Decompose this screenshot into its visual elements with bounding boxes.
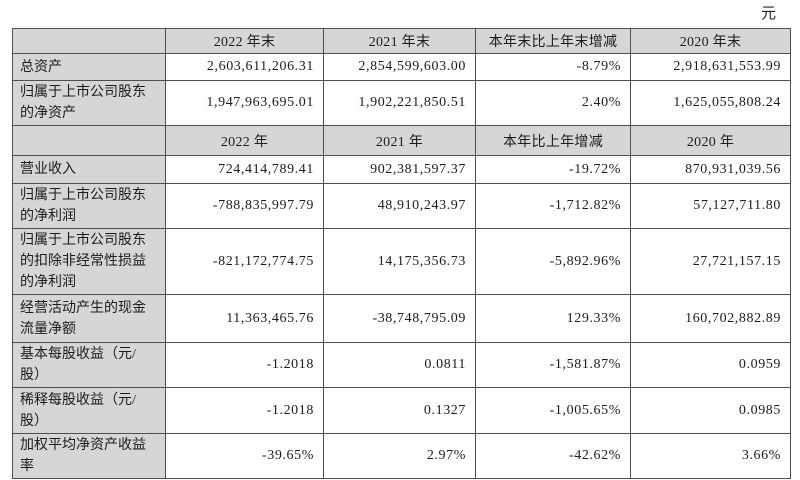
table-row-net-assets: 归属于上市公司股东的净资产 1,947,963,695.01 1,902,221… <box>12 80 791 126</box>
value-cell: 2.97% <box>323 433 476 479</box>
value-cell: 27,721,157.15 <box>630 228 791 295</box>
value-cell: 1,902,221,850.51 <box>323 80 476 126</box>
header-row-full-year: 2022 年 2021 年 本年比上年增减 2020 年 <box>12 125 791 156</box>
row-label: 归属于上市公司股东的净利润 <box>12 183 166 229</box>
table-row-basic-eps: 基本每股收益（元/股） -1.2018 0.0811 -1,581.87% 0.… <box>12 342 791 388</box>
value-cell: -1,005.65% <box>475 387 631 434</box>
table-row-operating-revenue: 营业收入 724,414,789.41 902,381,597.37 -19.7… <box>12 155 791 184</box>
value-cell: 129.33% <box>475 294 631 343</box>
value-cell: 2,603,611,206.31 <box>165 53 324 81</box>
column-header-yoy-change: 本年比上年增减 <box>475 125 631 156</box>
value-cell: 2,854,599,603.00 <box>323 53 476 81</box>
value-cell: 0.0811 <box>323 342 476 388</box>
financial-table: 2022 年末 2021 年末 本年末比上年末增减 2020 年末 总资产 2,… <box>12 28 791 479</box>
column-header-yoy-year-end-change: 本年末比上年末增减 <box>475 28 631 54</box>
column-header-2021: 2021 年 <box>323 125 476 156</box>
row-label: 基本每股收益（元/股） <box>12 342 166 388</box>
row-label: 加权平均净资产收益率 <box>12 433 166 479</box>
row-label: 总资产 <box>12 53 166 81</box>
value-cell: -821,172,774.75 <box>165 228 324 295</box>
row-label: 经营活动产生的现金流量净额 <box>12 294 166 343</box>
value-cell: 0.0959 <box>630 342 791 388</box>
value-cell: 870,931,039.56 <box>630 155 791 184</box>
value-cell: -42.62% <box>475 433 631 479</box>
column-header-2020-year-end: 2020 年末 <box>630 28 791 54</box>
value-cell: -1.2018 <box>165 342 324 388</box>
row-label: 归属于上市公司股东的扣除非经常性损益的净利润 <box>12 228 166 295</box>
row-label: 营业收入 <box>12 155 166 184</box>
value-cell: 3.66% <box>630 433 791 479</box>
value-cell: 1,947,963,695.01 <box>165 80 324 126</box>
value-cell: -1.2018 <box>165 387 324 434</box>
value-cell: 0.0985 <box>630 387 791 434</box>
value-cell: -1,581.87% <box>475 342 631 388</box>
value-cell: -38,748,795.09 <box>323 294 476 343</box>
value-cell: 2.40% <box>475 80 631 126</box>
value-cell: 0.1327 <box>323 387 476 434</box>
row-label: 归属于上市公司股东的净资产 <box>12 80 166 126</box>
value-cell: 2,918,631,553.99 <box>630 53 791 81</box>
table-row-weighted-avg-roe: 加权平均净资产收益率 -39.65% 2.97% -42.62% 3.66% <box>12 433 791 479</box>
value-cell: 11,363,465.76 <box>165 294 324 343</box>
table-row-net-profit: 归属于上市公司股东的净利润 -788,835,997.79 48,910,243… <box>12 183 791 229</box>
column-header-blank <box>12 28 166 54</box>
column-header-2021-year-end: 2021 年末 <box>323 28 476 54</box>
value-cell: 902,381,597.37 <box>323 155 476 184</box>
value-cell: -19.72% <box>475 155 631 184</box>
value-cell: -8.79% <box>475 53 631 81</box>
column-header-2022-year-end: 2022 年末 <box>165 28 324 54</box>
column-header-blank <box>12 125 166 156</box>
value-cell: 57,127,711.80 <box>630 183 791 229</box>
header-row-year-end: 2022 年末 2021 年末 本年末比上年末增减 2020 年末 <box>12 28 791 54</box>
value-cell: -5,892.96% <box>475 228 631 295</box>
value-cell: -39.65% <box>165 433 324 479</box>
row-label: 稀释每股收益（元/股） <box>12 387 166 434</box>
column-header-2022: 2022 年 <box>165 125 324 156</box>
column-header-2020: 2020 年 <box>630 125 791 156</box>
value-cell: 160,702,882.89 <box>630 294 791 343</box>
currency-unit-label: 元 <box>760 6 776 22</box>
value-cell: 724,414,789.41 <box>165 155 324 184</box>
value-cell: 14,175,356.73 <box>323 228 476 295</box>
value-cell: 48,910,243.97 <box>323 183 476 229</box>
table-row-net-profit-excl-nonrecurring: 归属于上市公司股东的扣除非经常性损益的净利润 -821,172,774.75 1… <box>12 228 791 295</box>
value-cell: -1,712.82% <box>475 183 631 229</box>
table-row-total-assets: 总资产 2,603,611,206.31 2,854,599,603.00 -8… <box>12 53 791 81</box>
value-cell: 1,625,055,808.24 <box>630 80 791 126</box>
table-row-diluted-eps: 稀释每股收益（元/股） -1.2018 0.1327 -1,005.65% 0.… <box>12 387 791 434</box>
table-row-operating-cash-flow: 经营活动产生的现金流量净额 11,363,465.76 -38,748,795.… <box>12 294 791 343</box>
value-cell: -788,835,997.79 <box>165 183 324 229</box>
